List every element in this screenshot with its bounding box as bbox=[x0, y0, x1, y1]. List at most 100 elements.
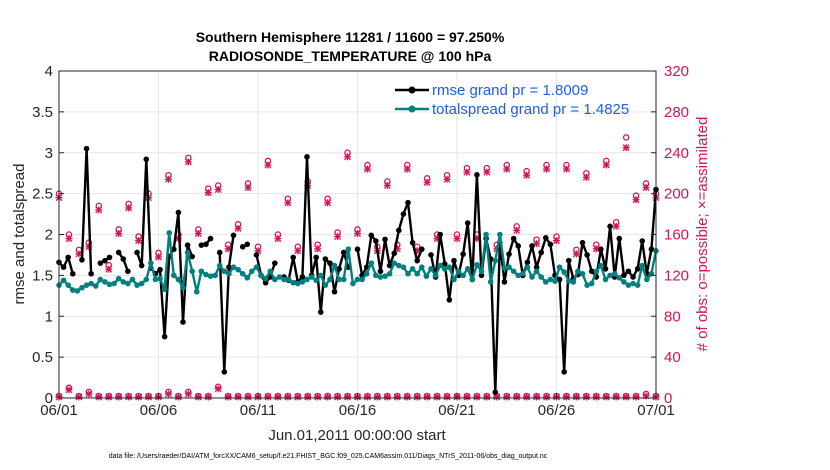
obs-assimilated-marker bbox=[562, 165, 570, 173]
obs-assimilated-marker bbox=[483, 393, 491, 401]
series-point-totalspread bbox=[386, 270, 393, 277]
x-tick-label: 06/26 bbox=[538, 402, 576, 419]
series-point-totalspread bbox=[506, 264, 512, 271]
y-right-tick-label: 120 bbox=[664, 267, 689, 284]
y-tick-label: 0.5 bbox=[32, 349, 53, 366]
series-point-totalspread bbox=[69, 287, 76, 293]
series-point-totalspread bbox=[226, 270, 232, 277]
series-point-rmse bbox=[322, 256, 329, 262]
obs-assimilated-marker bbox=[354, 229, 361, 237]
series-point-totalspread bbox=[561, 269, 567, 275]
obs-assimilated-marker bbox=[264, 393, 272, 401]
series-point-totalspread bbox=[317, 272, 324, 279]
obs-assimilated-marker bbox=[135, 237, 143, 245]
series-point-totalspread bbox=[538, 274, 544, 280]
y-right-tick-label: 280 bbox=[664, 104, 689, 121]
series-point-rmse bbox=[584, 252, 590, 258]
series-point-rmse bbox=[400, 211, 407, 217]
x-tick-label: 07/01 bbox=[637, 402, 675, 419]
obs-assimilated-marker bbox=[413, 393, 421, 401]
series-point-totalspread bbox=[253, 264, 260, 271]
series-point-totalspread bbox=[340, 276, 347, 283]
series-point-rmse bbox=[547, 241, 554, 248]
series-layer bbox=[56, 145, 659, 396]
series-point-totalspread bbox=[290, 279, 297, 286]
series-point-totalspread bbox=[166, 230, 173, 236]
series-point-totalspread bbox=[570, 279, 577, 285]
series-point-totalspread bbox=[368, 260, 375, 266]
series-point-rmse bbox=[143, 156, 150, 163]
obs-assimilated-marker bbox=[105, 393, 113, 401]
series-point-totalspread bbox=[308, 274, 315, 280]
obs-assimilated-marker bbox=[284, 199, 292, 207]
obs-assimilated-marker bbox=[214, 186, 222, 194]
series-point-totalspread bbox=[533, 268, 540, 275]
obs-count-markers bbox=[55, 134, 660, 401]
obs-assimilated-marker bbox=[244, 183, 252, 191]
obs-assimilated-marker bbox=[184, 158, 192, 166]
obs-assimilated-marker bbox=[164, 175, 172, 183]
x-tick-label: 06/11 bbox=[240, 402, 276, 419]
series-point-totalspread bbox=[258, 272, 264, 279]
y-tick-label: 3 bbox=[45, 145, 53, 162]
obs-assimilated-marker bbox=[443, 175, 451, 183]
series-point-rmse bbox=[171, 246, 177, 253]
series-point-rmse bbox=[492, 389, 499, 396]
series-point-totalspread bbox=[157, 275, 163, 282]
series-point-totalspread bbox=[529, 274, 535, 280]
series-point-rmse bbox=[506, 251, 512, 257]
x-tick-label: 06/21 bbox=[438, 402, 476, 419]
series-point-totalspread bbox=[83, 282, 90, 288]
series-point-rmse bbox=[244, 241, 251, 248]
series-point-totalspread bbox=[474, 261, 480, 268]
series-point-totalspread bbox=[598, 262, 604, 269]
series-point-rmse bbox=[83, 145, 90, 152]
series-point-totalspread bbox=[354, 276, 361, 283]
obs-assimilated-marker bbox=[105, 265, 113, 273]
series-point-rmse bbox=[510, 235, 517, 242]
obs-assimilated-marker bbox=[393, 393, 401, 401]
obs-assimilated-marker bbox=[204, 393, 212, 401]
series-point-rmse bbox=[524, 259, 531, 266]
obs-assimilated-marker bbox=[503, 165, 511, 173]
series-point-totalspread bbox=[235, 266, 241, 273]
series-point-totalspread bbox=[469, 276, 476, 283]
series-point-totalspread bbox=[414, 270, 421, 277]
obs-assimilated-marker bbox=[423, 178, 431, 186]
obs-assimilated-marker bbox=[622, 144, 630, 152]
obs-assimilated-marker bbox=[314, 393, 322, 401]
y-right-tick-label: 0 bbox=[664, 390, 672, 407]
obs-assimilated-marker bbox=[274, 393, 282, 401]
series-point-rmse bbox=[501, 279, 508, 285]
series-point-totalspread bbox=[639, 262, 646, 269]
series-point-rmse bbox=[253, 252, 260, 258]
series-point-rmse bbox=[630, 274, 636, 280]
obs-assimilated-marker bbox=[562, 393, 570, 401]
series-point-totalspread bbox=[276, 274, 283, 280]
obs-assimilated-marker bbox=[403, 393, 411, 401]
series-point-totalspread bbox=[249, 268, 255, 275]
series-point-totalspread bbox=[161, 286, 168, 293]
series-point-totalspread bbox=[607, 272, 613, 279]
obs-assimilated-marker bbox=[164, 390, 172, 398]
data-file-footnote: data file: /Users/raeder/DAI/ATM_forcXX/… bbox=[109, 453, 548, 460]
obs-assimilated-marker bbox=[304, 393, 312, 401]
obs-assimilated-marker bbox=[194, 393, 202, 401]
obs-assimilated-marker bbox=[463, 393, 471, 401]
series-point-totalspread bbox=[299, 279, 306, 285]
series-point-totalspread bbox=[579, 270, 586, 277]
legend-label-rmse: rmse grand pr = 1.8009 bbox=[432, 82, 588, 99]
obs-assimilated-marker bbox=[363, 165, 371, 173]
obs-assimilated-marker bbox=[463, 168, 471, 176]
series-point-totalspread bbox=[492, 257, 499, 264]
y-tick-label: 1.5 bbox=[32, 267, 53, 284]
legend-marker-rmse bbox=[408, 86, 416, 94]
obs-assimilated-marker bbox=[543, 393, 551, 401]
y-axis-label: rmse and totalspread bbox=[11, 164, 28, 305]
obs-assimilated-marker bbox=[503, 393, 511, 401]
series-point-totalspread bbox=[455, 268, 462, 275]
obs-assimilated-marker bbox=[513, 393, 521, 401]
series-point-totalspread bbox=[616, 275, 623, 281]
series-point-totalspread bbox=[65, 282, 71, 288]
